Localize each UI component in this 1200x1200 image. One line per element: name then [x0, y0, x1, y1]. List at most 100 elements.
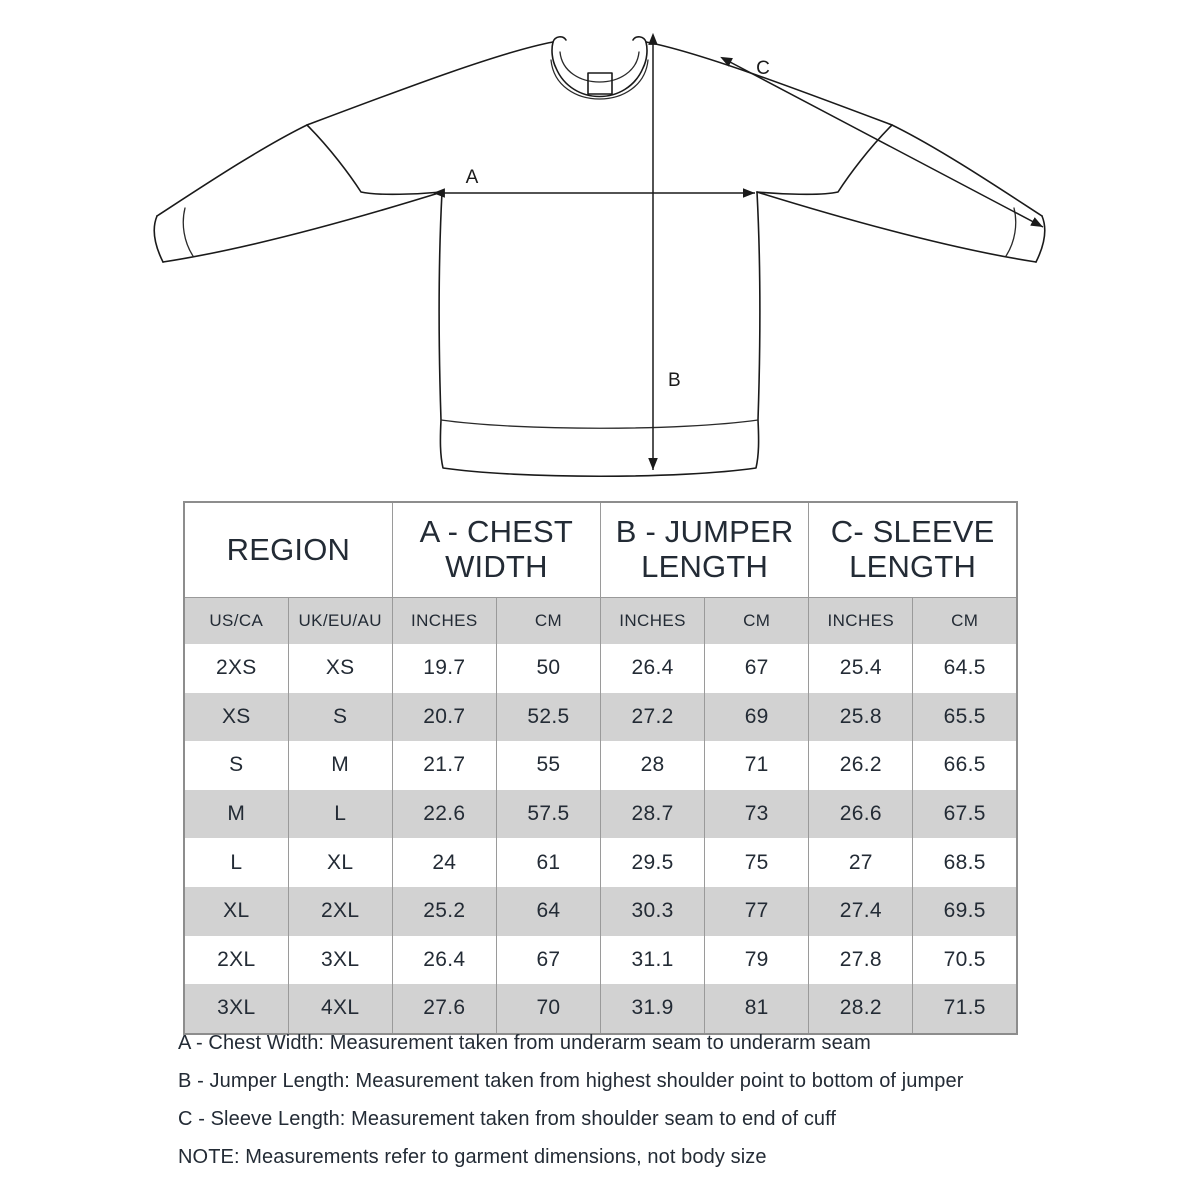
cell-region-us-ca: 2XL: [182, 935, 289, 985]
cell-chest-cm: 61: [495, 838, 602, 887]
cell-sleeve-inches: 25.8: [808, 692, 914, 742]
cell-length-cm: 71: [704, 741, 810, 790]
cell-sleeve-cm: 66.5: [912, 741, 1019, 790]
cell-chest-inches: 20.7: [391, 692, 497, 742]
group-header-row: REGION A - CHEST WIDTH B - JUMPER LENGTH…: [182, 501, 1019, 598]
cell-chest-inches: 21.7: [391, 741, 497, 790]
cell-region-uk-eu-au: 3XL: [287, 935, 393, 985]
cell-chest-inches: 26.4: [391, 935, 497, 985]
unit-header-length-cm: CM: [704, 597, 810, 644]
unit-header-row: US/CA UK/EU/AU INCHES CM INCHES CM INCHE…: [182, 597, 1019, 644]
cell-region-uk-eu-au: XS: [287, 644, 393, 693]
unit-header-chest-cm: CM: [495, 597, 602, 644]
cell-length-inches: 28.7: [599, 789, 706, 839]
cell-length-inches: 29.5: [599, 838, 706, 887]
cell-chest-inches: 24: [391, 838, 497, 887]
cell-sleeve-inches: 27.4: [808, 886, 914, 936]
table-row: 2XS XS 19.7 50 26.4 67 25.4 64.5: [182, 644, 1019, 693]
cell-length-cm: 79: [704, 935, 810, 985]
table-row: XL 2XL 25.2 64 30.3 77 27.4 69.5: [182, 886, 1019, 936]
unit-header-chest-in: INCHES: [391, 597, 497, 644]
cell-region-us-ca: S: [182, 741, 289, 790]
cell-region-us-ca: L: [182, 838, 289, 887]
cell-sleeve-cm: 65.5: [912, 692, 1019, 742]
cell-length-inches: 26.4: [599, 644, 706, 693]
note-chest-width: A - Chest Width: Measurement taken from …: [178, 1032, 871, 1054]
cell-length-cm: 73: [704, 789, 810, 839]
cell-region-uk-eu-au: S: [287, 692, 393, 742]
cell-length-inches: 28: [599, 741, 706, 790]
cell-region-uk-eu-au: 2XL: [287, 886, 393, 936]
cell-length-inches: 27.2: [599, 692, 706, 742]
cell-sleeve-inches: 27.8: [808, 935, 914, 985]
cell-length-cm: 75: [704, 838, 810, 887]
garment-illustration: A B C: [0, 0, 1200, 500]
dimension-a: A: [432, 167, 755, 198]
cell-length-inches: 31.9: [599, 984, 706, 1035]
cell-sleeve-inches: 26.6: [808, 789, 914, 839]
cell-chest-cm: 52.5: [495, 692, 602, 742]
dimension-b: B: [648, 32, 681, 470]
cell-sleeve-cm: 64.5: [912, 644, 1019, 693]
table-body: 2XS XS 19.7 50 26.4 67 25.4 64.5 XS S 20.7 52.5 27.2…: [182, 644, 1019, 1035]
unit-header-sleeve-cm: CM: [912, 597, 1019, 644]
cell-length-inches: 30.3: [599, 886, 706, 936]
cell-region-us-ca: M: [182, 789, 289, 839]
unit-header-sleeve-in: INCHES: [808, 597, 914, 644]
cell-sleeve-cm: 70.5: [912, 935, 1019, 985]
group-header-chest-width: A - CHEST WIDTH: [391, 501, 602, 598]
dimension-b-label: B: [668, 370, 681, 391]
collar-outline: [550, 36, 649, 100]
cell-sleeve-cm: 67.5: [912, 789, 1019, 839]
unit-header-length-in: INCHES: [599, 597, 706, 644]
table-head: REGION A - CHEST WIDTH B - JUMPER LENGTH…: [182, 501, 1019, 644]
cell-region-us-ca: 2XS: [182, 644, 289, 693]
cell-chest-inches: 19.7: [391, 644, 497, 693]
cell-sleeve-inches: 28.2: [808, 984, 914, 1035]
cell-chest-cm: 67: [495, 935, 602, 985]
cell-chest-cm: 50: [495, 644, 602, 693]
cell-length-cm: 81: [704, 984, 810, 1035]
cell-chest-inches: 25.2: [391, 886, 497, 936]
cell-sleeve-cm: 71.5: [912, 984, 1019, 1035]
cell-length-inches: 31.1: [599, 935, 706, 985]
note-general: NOTE: Measurements refer to garment dime…: [178, 1146, 767, 1168]
measurement-notes: A - Chest Width: Measurement taken from …: [178, 1024, 1078, 1176]
cell-region-us-ca: XS: [182, 692, 289, 742]
right-sleeve-outline: [645, 41, 1046, 263]
brand-label-patch: [587, 72, 613, 95]
cell-sleeve-inches: 27: [808, 838, 914, 887]
group-header-region: REGION: [182, 501, 393, 598]
table-row: M L 22.6 57.5 28.7 73 26.6 67.5: [182, 789, 1019, 839]
table-row: 3XL 4XL 27.6 70 31.9 81 28.2 71.5: [182, 984, 1019, 1035]
size-chart-table: REGION A - CHEST WIDTH B - JUMPER LENGTH…: [182, 501, 1019, 1035]
cell-chest-cm: 70: [495, 984, 602, 1035]
group-header-sleeve-length: C- SLEEVE LENGTH: [808, 501, 1019, 598]
cell-chest-cm: 55: [495, 741, 602, 790]
cell-sleeve-cm: 68.5: [912, 838, 1019, 887]
jumper-body-outline: [438, 191, 761, 478]
cell-chest-inches: 27.6: [391, 984, 497, 1035]
group-header-jumper-length: B - JUMPER LENGTH: [599, 501, 810, 598]
table-row: 2XL 3XL 26.4 67 31.1 79 27.8 70.5: [182, 935, 1019, 985]
cell-region-uk-eu-au: XL: [287, 838, 393, 887]
cell-chest-cm: 57.5: [495, 789, 602, 839]
size-table-container: REGION A - CHEST WIDTH B - JUMPER LENGTH…: [182, 501, 1019, 1035]
cell-chest-inches: 22.6: [391, 789, 497, 839]
table-row: XS S 20.7 52.5 27.2 69 25.8 65.5: [182, 692, 1019, 742]
cell-chest-cm: 64: [495, 886, 602, 936]
dimension-a-label: A: [466, 167, 479, 188]
note-sleeve-length: C - Sleeve Length: Measurement taken fro…: [178, 1108, 837, 1130]
table-row: S M 21.7 55 28 71 26.2 66.5: [182, 741, 1019, 790]
cell-sleeve-cm: 69.5: [912, 886, 1019, 936]
unit-header-us-ca: US/CA: [182, 597, 289, 644]
cell-region-us-ca: XL: [182, 886, 289, 936]
unit-header-uk-eu-au: UK/EU/AU: [287, 597, 393, 644]
cell-sleeve-inches: 25.4: [808, 644, 914, 693]
cell-length-cm: 69: [704, 692, 810, 742]
left-sleeve-outline: [153, 41, 554, 263]
note-jumper-length: B - Jumper Length: Measurement taken fro…: [178, 1070, 964, 1092]
cell-length-cm: 77: [704, 886, 810, 936]
cell-region-uk-eu-au: L: [287, 789, 393, 839]
